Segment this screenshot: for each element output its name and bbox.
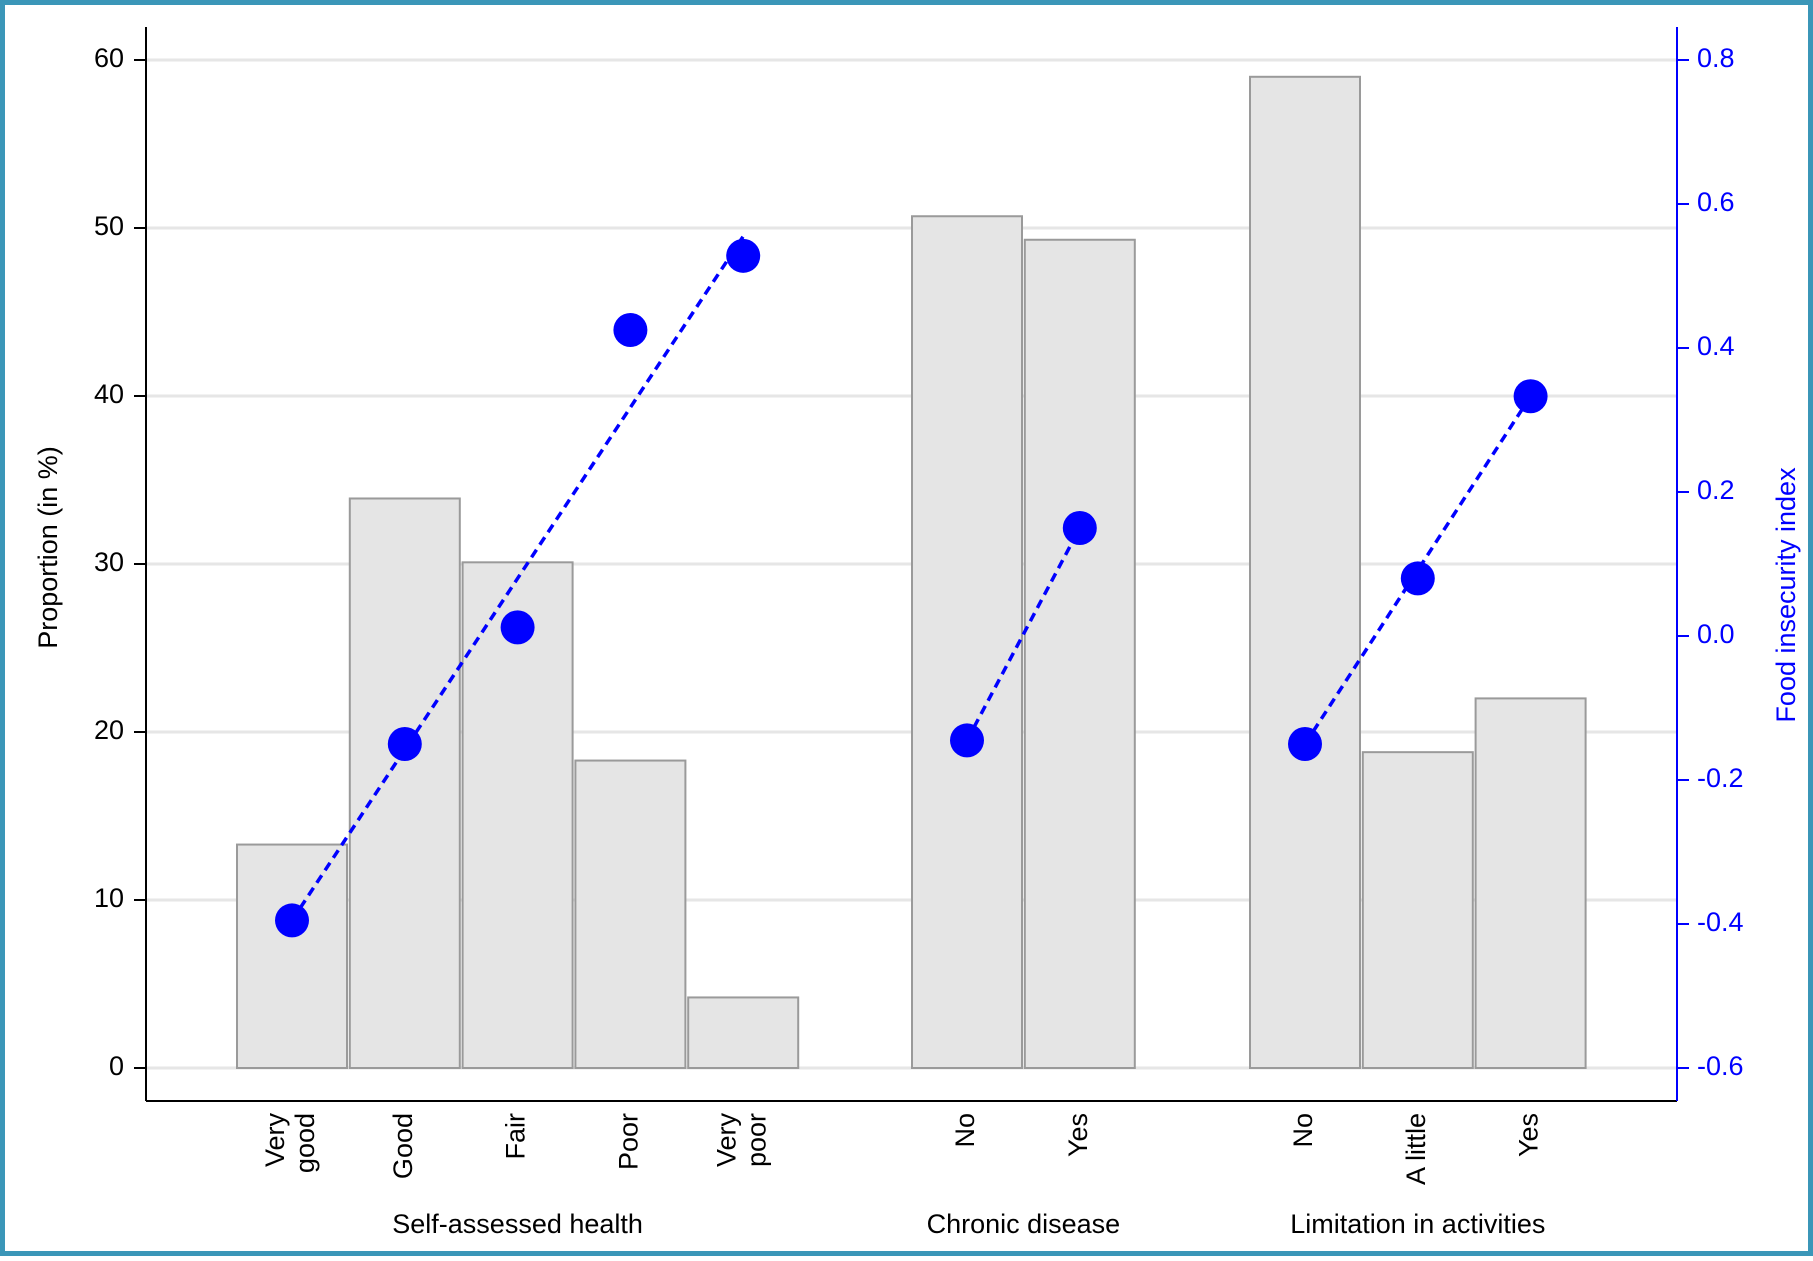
category-tick-label: Yes: [1063, 1113, 1093, 1157]
category-tick-label: No: [950, 1113, 980, 1148]
trend-line: [290, 235, 745, 922]
left-tick-label: 30: [94, 547, 124, 577]
bar: [911, 215, 1023, 1070]
index-point: [1400, 561, 1435, 596]
bar: [236, 843, 348, 1069]
index-point: [1513, 379, 1548, 414]
right-tick-label: 0.8: [1697, 43, 1735, 73]
index-point: [1288, 727, 1322, 761]
category-tick-label: No: [1288, 1113, 1318, 1148]
bar: [348, 497, 461, 1070]
left-axis-title: Proportion (in %): [33, 446, 63, 649]
left-tick-label: 0: [109, 1051, 124, 1081]
index-point: [950, 723, 984, 758]
category-tick-label: Poor: [614, 1113, 644, 1170]
trend-line: [1303, 395, 1533, 745]
bar: [687, 996, 800, 1069]
group-label: Limitation in activities: [1290, 1209, 1545, 1239]
bar: [1249, 75, 1361, 1070]
chart-svg: 0 10 20 30 40 50 60 -0.6 -0.4 -0.2 0.0 0.2 0.4 0.6 0.8…: [33, 27, 1801, 1239]
left-tick-label: 10: [94, 883, 124, 913]
right-tick-label: -0.6: [1697, 1051, 1744, 1081]
category-tick-label: Good: [388, 1113, 418, 1179]
bars-layer: [236, 75, 1587, 1070]
category-tick-label: good: [290, 1113, 320, 1173]
index-point: [500, 610, 535, 645]
bar: [574, 759, 687, 1069]
group-label: Chronic disease: [927, 1209, 1121, 1239]
bar: [461, 561, 574, 1069]
right-tick-label: -0.4: [1697, 907, 1744, 937]
axes-layer: 0 10 20 30 40 50 60 -0.6 -0.4 -0.2 0.0 0.2 0.4 0.6 0.8…: [33, 27, 1801, 1102]
index-point: [726, 238, 761, 273]
category-tick-label: poor: [741, 1113, 771, 1167]
right-tick-label: 0.6: [1697, 187, 1735, 217]
group-label: Self-assessed health: [392, 1209, 643, 1239]
index-point: [1062, 511, 1097, 545]
index-point: [387, 727, 422, 761]
left-tick-label: 60: [94, 43, 124, 73]
right-axis-title: Food insecurity index: [1771, 467, 1801, 723]
category-tick-label: Fair: [501, 1113, 531, 1160]
bar: [1023, 238, 1136, 1069]
bar: [1474, 697, 1587, 1070]
right-tick-label: 0.4: [1697, 331, 1735, 361]
index-point: [275, 903, 309, 938]
trend-lines-layer: [290, 235, 1533, 922]
right-tick-label: -0.2: [1697, 763, 1744, 793]
index-point: [613, 313, 648, 347]
bar: [1361, 751, 1474, 1069]
left-tick-label: 50: [94, 211, 124, 241]
left-tick-label: 20: [94, 715, 124, 745]
category-tick-label: Very: [260, 1113, 290, 1168]
left-tick-label: 40: [94, 379, 124, 409]
right-tick-label: 0.0: [1697, 619, 1735, 649]
category-tick-label: A little: [1401, 1113, 1431, 1185]
category-tick-label: Very: [711, 1113, 741, 1168]
labels-layer: Very good Good Fair Poor Very poorSelf-assesse…: [260, 1113, 1545, 1239]
right-tick-label: 0.2: [1697, 475, 1735, 505]
category-tick-label: Yes: [1514, 1113, 1544, 1157]
trend-line: [965, 527, 1082, 742]
index-points-layer: [275, 238, 1548, 938]
